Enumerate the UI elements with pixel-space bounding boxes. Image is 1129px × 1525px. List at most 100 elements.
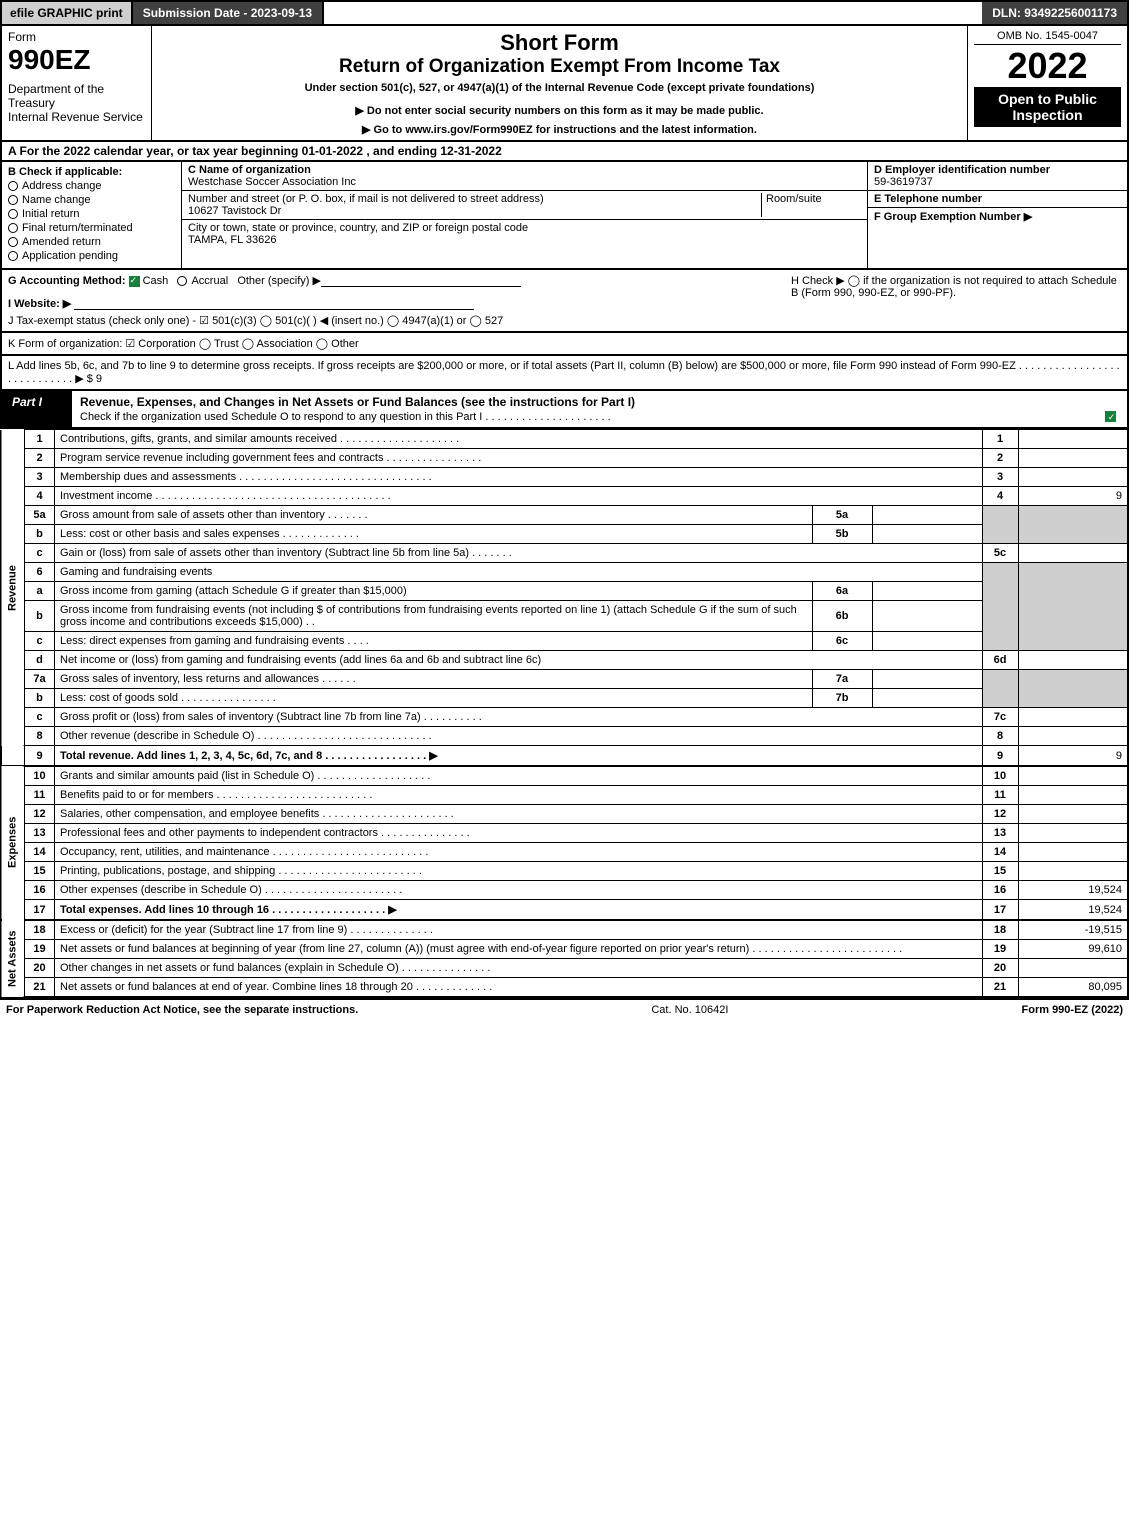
line-7c-num: c [25,708,55,727]
line-16-num: 16 [25,881,55,900]
header-right: OMB No. 1545-0047 2022 Open to Public In… [967,26,1127,140]
line-1-text: Contributions, gifts, grants, and simila… [55,430,983,449]
line-5a-subval [872,506,982,525]
line-7c-val [1018,708,1128,727]
ein-cell: D Employer identification number 59-3619… [868,162,1127,191]
line-1-val [1018,430,1128,449]
line-6c-text: Less: direct expenses from gaming and fu… [55,632,813,651]
phone-label: E Telephone number [874,193,982,205]
line-11-text: Benefits paid to or for members . . . . … [55,786,983,805]
part1-checkbox[interactable] [1097,391,1127,427]
line-15-val [1018,862,1128,881]
check-application-pending[interactable]: Application pending [8,250,175,262]
part1-header: Part I Revenue, Expenses, and Changes in… [0,391,1129,429]
check-address-change[interactable]: Address change [8,180,175,192]
cash-checkbox[interactable] [129,276,140,287]
line-6-num: 6 [25,563,55,582]
city-cell: City or town, state or province, country… [182,220,867,248]
line-4-val: 9 [1018,487,1128,506]
j-status: J Tax-exempt status (check only one) - ☑… [8,314,791,327]
header-center: Short Form Return of Organization Exempt… [152,26,967,140]
line-17-val: 19,524 [1018,900,1128,921]
line-4-text: Investment income . . . . . . . . . . . … [55,487,983,506]
info-grid: B Check if applicable: Address change Na… [0,162,1129,270]
line-14-num: 14 [25,843,55,862]
h-note: H Check ▶ ◯ if the organization is not r… [791,274,1121,299]
line-6d-text: Net income or (loss) from gaming and fun… [55,651,983,670]
line-6c-subval [872,632,982,651]
section-a: A For the 2022 calendar year, or tax yea… [0,142,1129,162]
accrual-checkbox[interactable] [177,276,187,286]
line-11-val [1018,786,1128,805]
line-16-val: 19,524 [1018,881,1128,900]
line-21-rnum: 21 [982,978,1018,998]
street-cell: Number and street (or P. O. box, if mail… [182,191,867,220]
line-15-rnum: 15 [982,862,1018,881]
page-footer: For Paperwork Reduction Act Notice, see … [0,998,1129,1020]
line-6b-num: b [25,601,55,632]
line-13-num: 13 [25,824,55,843]
goto-link[interactable]: ▶ Go to www.irs.gov/Form990EZ for instru… [158,123,961,136]
cash-label: Cash [143,275,169,287]
line-8-rnum: 8 [982,727,1018,746]
line-7b-box: 7b [812,689,872,708]
line-6a-num: a [25,582,55,601]
website-input[interactable] [74,298,474,310]
line-2-num: 2 [25,449,55,468]
line-9-val: 9 [1018,746,1128,767]
line-8-val [1018,727,1128,746]
line-14-val [1018,843,1128,862]
shade-5 [982,506,1018,544]
col-b: B Check if applicable: Address change Na… [2,162,182,268]
line-1-rnum: 1 [982,430,1018,449]
line-5b-box: 5b [812,525,872,544]
check-name-change[interactable]: Name change [8,194,175,206]
check-final-return[interactable]: Final return/terminated [8,222,175,234]
line-14-rnum: 14 [982,843,1018,862]
line-12-rnum: 12 [982,805,1018,824]
line-4-rnum: 4 [982,487,1018,506]
part1-title-block: Revenue, Expenses, and Changes in Net As… [72,391,1097,427]
line-14-text: Occupancy, rent, utilities, and maintena… [55,843,983,862]
line-17-num: 17 [25,900,55,921]
row-k: K Form of organization: ☑ Corporation ◯ … [0,333,1129,356]
line-6-text: Gaming and fundraising events [55,563,983,582]
efile-print-button[interactable]: efile GRAPHIC print [2,2,133,24]
part1-label: Part I [2,391,72,427]
under-section: Under section 501(c), 527, or 4947(a)(1)… [158,82,961,94]
open-public-inspection: Open to Public Inspection [974,87,1121,127]
line-7a-text: Gross sales of inventory, less returns a… [55,670,813,689]
omb-number: OMB No. 1545-0047 [974,30,1121,45]
line-21-val: 80,095 [1018,978,1128,998]
line-5c-val [1018,544,1128,563]
side-label-expenses: Expenses [1,766,25,920]
line-7b-num: b [25,689,55,708]
line-7c-rnum: 7c [982,708,1018,727]
line-12-text: Salaries, other compensation, and employ… [55,805,983,824]
line-19-num: 19 [25,940,55,959]
top-bar: efile GRAPHIC print Submission Date - 20… [0,0,1129,26]
line-19-val: 99,610 [1018,940,1128,959]
line-5c-num: c [25,544,55,563]
line-5a-num: 5a [25,506,55,525]
other-input[interactable] [321,275,521,287]
group-exemption-label: F Group Exemption Number ▶ [874,211,1032,223]
shade-6v [1018,563,1128,651]
street-value: 10627 Tavistock Dr [188,205,281,217]
form-word: Form [8,30,145,44]
shade-6 [982,563,1018,651]
line-19-rnum: 19 [982,940,1018,959]
line-6d-num: d [25,651,55,670]
footer-catno: Cat. No. 10642I [358,1004,1021,1016]
check-amended-return[interactable]: Amended return [8,236,175,248]
line-20-text: Other changes in net assets or fund bala… [55,959,983,978]
line-10-text: Grants and similar amounts paid (list in… [55,766,983,786]
line-13-val [1018,824,1128,843]
row-g-h: G Accounting Method: Cash Accrual Other … [0,270,1129,333]
line-10-val [1018,766,1128,786]
check-initial-return[interactable]: Initial return [8,208,175,220]
line-5c-rnum: 5c [982,544,1018,563]
line-6c-num: c [25,632,55,651]
line-1-num: 1 [25,430,55,449]
line-18-num: 18 [25,920,55,940]
